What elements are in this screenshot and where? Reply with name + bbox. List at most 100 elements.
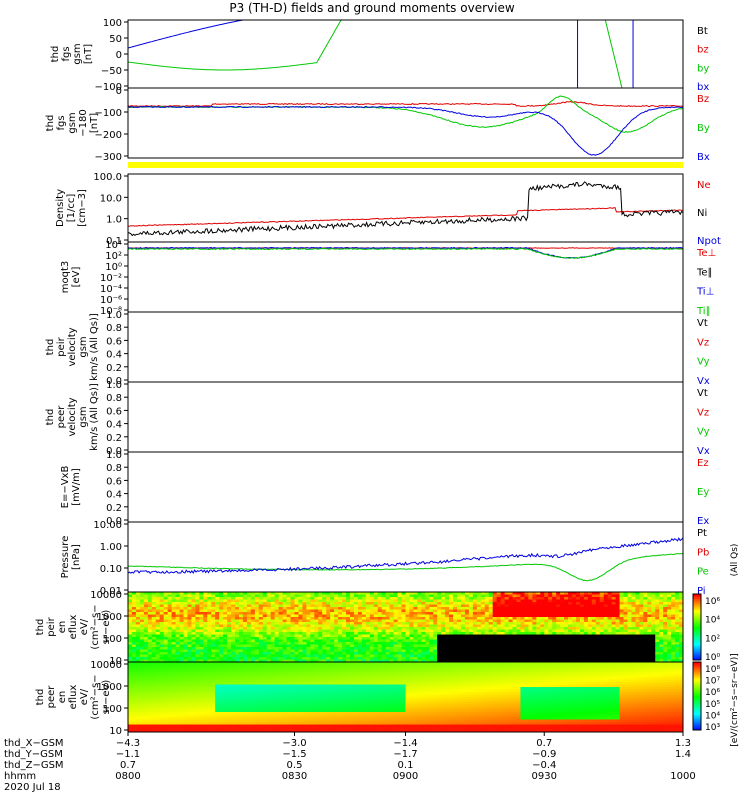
heatmap-cell: [556, 659, 561, 662]
heatmap-cell: [175, 674, 181, 678]
heatmap-cell: [128, 639, 133, 643]
heatmap-cell: [195, 672, 200, 676]
heatmap-cell: [504, 594, 510, 598]
heatmap-cell: [417, 647, 422, 651]
heatmap-cell: [421, 657, 426, 661]
heatmap-cell: [651, 642, 656, 646]
heatmap-cell: [500, 644, 506, 648]
heatmap-cell: [552, 622, 557, 626]
heatmap-cell: [167, 717, 173, 721]
heatmap-cell: [187, 702, 193, 706]
heatmap-cell: [191, 619, 196, 623]
heatmap-cell: [128, 644, 133, 648]
heatmap-cell: [671, 629, 676, 633]
heatmap-cell: [139, 627, 145, 631]
heatmap-cell: [548, 599, 553, 603]
heatmap-cell: [215, 724, 220, 728]
heatmap-cell: [314, 642, 319, 646]
heatmap-cell: [651, 619, 656, 623]
heatmap-cell: [675, 647, 680, 651]
heatmap-cell: [560, 599, 565, 603]
heatmap-cell: [219, 699, 224, 703]
heatmap-cell: [131, 652, 137, 656]
y-label: thd: [45, 409, 56, 426]
heatmap-cell: [310, 652, 315, 656]
heatmap-cell: [532, 642, 537, 646]
heatmap-cell: [139, 724, 145, 728]
heatmap-cell: [373, 619, 379, 623]
heatmap-cell: [211, 699, 216, 703]
heatmap-cell: [464, 652, 470, 656]
heatmap-cell: [524, 642, 529, 646]
heatmap-cell: [659, 659, 664, 662]
heatmap-cell: [135, 704, 141, 708]
heatmap-cell: [258, 592, 264, 596]
heatmap-cell: [544, 654, 549, 658]
heatmap-cell: [199, 617, 204, 621]
heatmap-cell: [203, 614, 208, 618]
y-label: thd: [45, 115, 56, 132]
heatmap-cell: [393, 657, 399, 661]
heatmap-cell: [532, 627, 537, 631]
heatmap-cell: [615, 602, 621, 606]
heatmap-cell: [302, 622, 307, 626]
heatmap-cell: [429, 634, 434, 638]
heatmap-cell: [472, 614, 478, 618]
heatmap-cell: [476, 612, 482, 616]
heatmap-cell: [679, 634, 683, 638]
heatmap-cell: [183, 662, 189, 666]
heatmap-cell: [357, 609, 363, 613]
heatmap-cell: [195, 617, 200, 621]
heatmap-cell: [195, 692, 200, 696]
heatmap-cell: [631, 654, 637, 658]
heatmap-cell: [215, 644, 220, 648]
heatmap-cell: [373, 609, 379, 613]
heatmap-cell: [409, 602, 415, 606]
heatmap-cell: [417, 642, 422, 646]
heatmap-cell: [667, 624, 672, 628]
heatmap-cell: [147, 609, 153, 613]
heatmap-cell: [128, 729, 133, 732]
heatmap-cell: [346, 627, 351, 631]
heatmap-cell: [231, 692, 236, 696]
heatmap-cell: [203, 679, 208, 683]
heatmap-cell: [464, 624, 470, 628]
heatmap-cell: [520, 624, 526, 628]
heatmap-cell: [623, 649, 629, 653]
heatmap-cell: [254, 617, 260, 621]
heatmap-cell: [397, 597, 403, 601]
heatmap-cell: [361, 644, 367, 648]
heatmap-cell: [175, 677, 181, 681]
heatmap-cell: [183, 674, 189, 678]
heatmap-cell: [536, 637, 541, 641]
heatmap-cell: [135, 604, 141, 608]
heatmap-cell: [433, 654, 438, 658]
heatmap-cell: [568, 647, 573, 651]
heatmap-cell: [183, 642, 189, 646]
heatmap-cell: [191, 719, 196, 723]
heatmap-cell: [227, 652, 232, 656]
y-label: −180: [78, 109, 89, 136]
heatmap-cell: [409, 652, 415, 656]
heatmap-cell: [147, 674, 153, 678]
heatmap-cell: [671, 654, 676, 658]
heatmap-cell: [457, 617, 462, 621]
heatmap-cell: [326, 659, 331, 662]
heatmap-cell: [242, 677, 248, 681]
heatmap-cell: [591, 654, 597, 658]
y-tick-label: 100: [103, 634, 122, 645]
heatmap-cell: [128, 624, 133, 628]
heatmap-cell: [611, 609, 617, 613]
heatmap-cell: [492, 607, 498, 611]
heatmap-cell: [215, 714, 220, 718]
heatmap-cell: [496, 592, 502, 596]
heatmap-cell: [199, 657, 204, 661]
heatmap-cell: [175, 642, 181, 646]
heatmap-cell: [397, 592, 403, 596]
heatmap-cell: [326, 609, 331, 613]
heatmap-cell: [639, 624, 644, 628]
heatmap-cell: [147, 729, 153, 732]
heatmap-cell: [294, 647, 300, 651]
heatmap-cell: [231, 644, 236, 648]
